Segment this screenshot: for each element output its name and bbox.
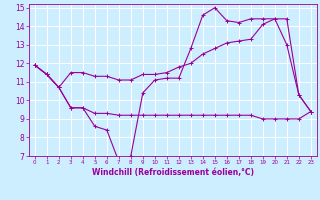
X-axis label: Windchill (Refroidissement éolien,°C): Windchill (Refroidissement éolien,°C): [92, 168, 254, 177]
